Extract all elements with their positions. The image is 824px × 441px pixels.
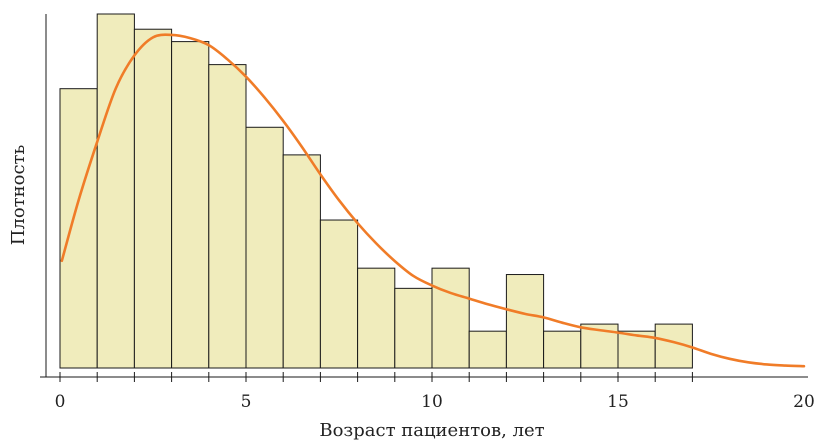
- histogram-bar-8: [357, 267, 396, 369]
- histogram-bar-7: [319, 219, 359, 369]
- histogram-bar-11: [468, 330, 507, 369]
- x-tick-label-0: 0: [55, 392, 66, 412]
- x-tick-label-2: 10: [421, 392, 443, 412]
- histogram-bar-1: [96, 13, 135, 369]
- histogram-bar-10: [431, 267, 470, 369]
- histogram-bar-13: [543, 330, 582, 369]
- histogram-bar-2: [133, 28, 173, 369]
- x-tick-label-4: 20: [793, 392, 815, 412]
- density-curve: [60, 33, 806, 368]
- y-axis-label: Плотность: [8, 145, 29, 246]
- x-axis-ticks: [59, 372, 693, 382]
- histogram-bar-4: [208, 64, 247, 369]
- histogram-bar-0: [59, 88, 98, 369]
- histogram-bar-6: [282, 154, 321, 369]
- histogram-bar-9: [394, 287, 433, 369]
- x-axis-label: Возраст пациентов, лет: [319, 420, 544, 441]
- x-axis-tick-labels: 0 5 10 15 20: [55, 392, 815, 412]
- histogram-bar-12: [505, 274, 545, 369]
- histogram-bars: [59, 13, 693, 369]
- histogram-bar-5: [245, 126, 284, 369]
- x-tick-label-1: 5: [241, 392, 252, 412]
- x-tick-label-3: 15: [607, 392, 629, 412]
- histogram-bar-3: [171, 41, 210, 369]
